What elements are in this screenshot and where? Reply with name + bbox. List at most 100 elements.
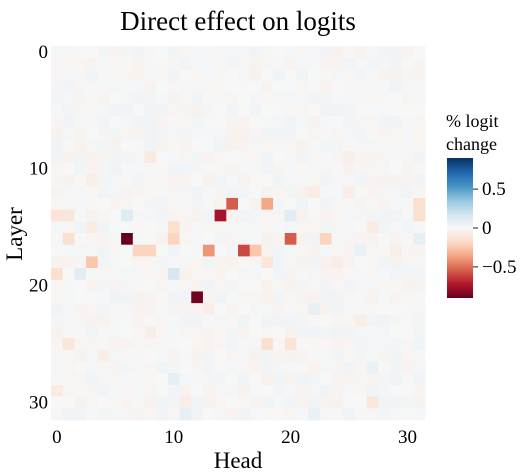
heatmap-cell [296,314,309,327]
heatmap-cell [167,197,180,211]
heatmap-cell [74,396,87,409]
heatmap-cell [109,174,122,187]
heatmap-cell [378,349,391,362]
heatmap-cell [214,162,227,175]
heatmap-cell [273,116,286,129]
heatmap-cell [413,314,426,327]
heatmap-cell [144,384,157,398]
heatmap-cell [132,373,145,386]
heatmap-cell [261,186,274,199]
heatmap-cell [273,279,286,292]
heatmap-cell [191,396,204,409]
heatmap-cell [366,279,379,292]
heatmap-cell [156,46,169,59]
heatmap-cell [109,81,122,94]
heatmap-cell [261,291,274,304]
heatmap-cell [51,81,64,94]
heatmap-cell [62,326,75,339]
heatmap-cell [378,373,391,386]
heatmap-cell [179,174,192,187]
heatmap-cell [226,314,239,327]
heatmap-cell [86,384,99,398]
heatmap-cell [261,384,274,398]
heatmap-cell [62,46,75,59]
heatmap-cell [191,326,204,339]
heatmap-cell [413,384,426,398]
heatmap-cell [354,233,367,246]
heatmap-cell [389,127,403,140]
heatmap-cell [214,186,227,199]
heatmap-cell [156,326,169,339]
heatmap-cell [249,279,262,292]
heatmap-cell [144,104,157,117]
heatmap-cell [202,69,216,82]
heatmap-cell [354,408,367,421]
heatmap-cell [331,46,344,59]
heatmap-cell [331,314,344,327]
heatmap-cell [109,57,122,70]
heatmap-cell [202,338,216,351]
heatmap-cell [354,361,367,374]
heatmap-cell [132,338,145,351]
heatmap-cell [62,81,75,94]
heatmap-cell [296,338,309,351]
heatmap-cell [156,303,169,316]
heatmap-cell [354,127,367,140]
heatmap-cell [62,233,75,246]
heatmap-cell [389,81,403,94]
heatmap-cell [284,396,297,409]
heatmap-cell [366,209,379,222]
heatmap-cell [378,174,391,187]
heatmap-cell [354,221,367,234]
heatmap-cell [249,349,262,362]
heatmap-cell [144,233,157,246]
heatmap-cell [97,338,110,351]
heatmap-cell [261,209,274,222]
heatmap-cell [121,303,134,316]
heatmap-cell [401,373,414,386]
heatmap-cell [401,57,414,70]
heatmap-cell [156,162,169,175]
heatmap-cell [238,408,251,421]
heatmap-cell [226,361,239,374]
heatmap-cell [214,46,227,59]
heatmap-cell [389,326,403,339]
heatmap-cell [378,81,391,94]
heatmap-cell [249,221,262,234]
heatmap-cell [296,174,309,187]
heatmap-cell [343,326,356,339]
heatmap-cell [261,92,274,105]
heatmap-cell [319,186,332,199]
heatmap-cell [249,81,262,94]
heatmap-cell [296,244,309,257]
heatmap-cell [226,139,239,152]
heatmap-cell [86,174,99,187]
heatmap-cell [343,408,356,421]
heatmap-cell [261,174,274,187]
heatmap-cell [109,256,122,269]
heatmap-cell [238,256,251,269]
heatmap-cell [273,396,286,409]
heatmap-cell [261,221,274,234]
heatmap-cell [413,162,426,175]
heatmap-cell [132,197,145,211]
heatmap-cell [109,209,122,222]
heatmap-cell [343,268,356,281]
heatmap-cell [132,396,145,409]
heatmap-cell [202,127,216,140]
heatmap-cell [319,162,332,175]
heatmap-cell [261,127,274,140]
heatmap-cell [86,303,99,316]
heatmap-cell [97,209,110,222]
heatmap-cell [261,69,274,82]
heatmap-cell [308,233,321,246]
heatmap-cell [97,104,110,117]
heatmap-cell [249,116,262,129]
heatmap-cell [202,221,216,234]
heatmap-cell [167,268,180,281]
heatmap-cell [273,162,286,175]
heatmap-cell [132,349,145,362]
heatmap-cell [378,151,391,164]
heatmap-cell [413,256,426,269]
